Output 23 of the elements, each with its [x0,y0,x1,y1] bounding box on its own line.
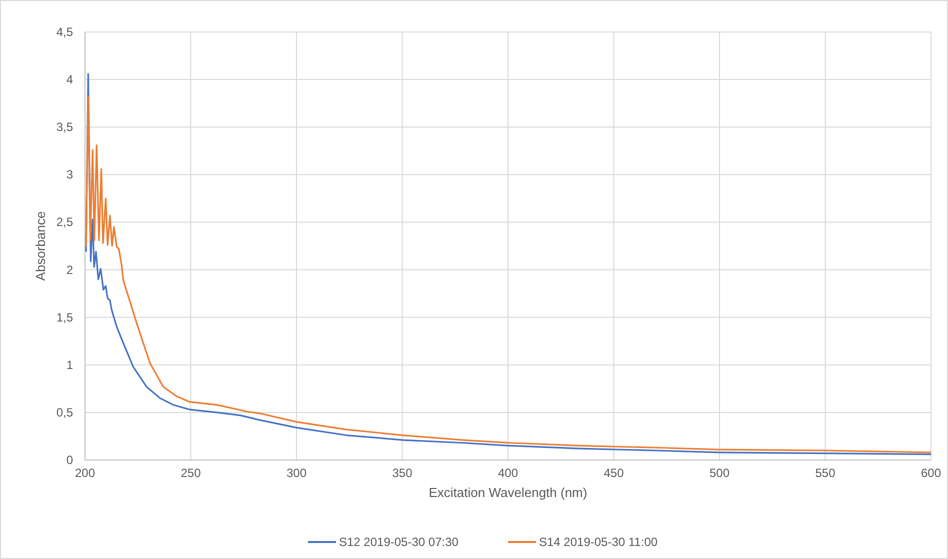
y-axis-title: Absorbance [33,211,48,281]
y-tick-label: 3,5 [56,120,74,134]
x-tick-label: 300 [286,466,307,480]
legend-label: S14 2019-05-30 11:00 [539,535,658,549]
y-tick-label: 3 [66,168,74,182]
x-tick-label: 600 [920,466,942,480]
x-tick-label: 350 [392,466,413,480]
x-tick-label: 200 [74,466,96,480]
y-tick-label: 1 [66,358,74,372]
y-tick-label: 2 [66,262,74,277]
x-tick-label: 550 [815,466,836,480]
y-tick-label: 0 [66,453,74,467]
y-tick-label: 1,5 [56,310,74,324]
x-tick-label: 500 [709,466,730,480]
y-tick-label: 4,5 [56,25,74,39]
y-tick-label: 2,5 [56,215,74,230]
x-tick-label: 450 [604,466,624,480]
y-tick-label: 4 [66,72,74,87]
legend-label: S12 2019-05-30 07:30 [339,535,459,549]
x-axis-title: Excitation Wavelength (nm) [428,485,588,500]
y-tick-label: 0,5 [56,405,74,420]
x-tick-label: 400 [498,466,518,480]
x-tick-label: 250 [180,466,202,480]
